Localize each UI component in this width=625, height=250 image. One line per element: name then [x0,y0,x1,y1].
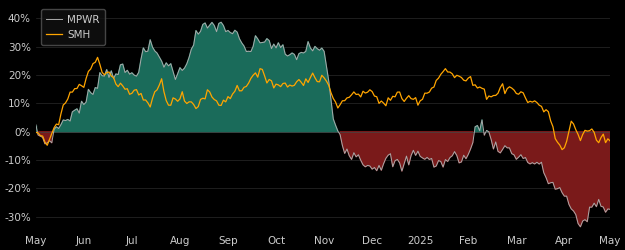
SMH [94,56,101,59]
SMH [558,148,566,151]
SMH [606,140,614,142]
SMH [32,131,39,134]
MPWR [32,123,39,126]
MPWR [606,208,614,211]
Legend: MPWR, SMH: MPWR, SMH [41,10,105,45]
MPWR [217,21,225,24]
Line: MPWR: MPWR [36,22,610,227]
Line: SMH: SMH [36,58,610,150]
MPWR [44,142,51,144]
SMH [44,144,51,147]
SMH [401,100,408,103]
SMH [490,94,498,97]
MPWR [204,26,211,30]
MPWR [577,225,584,228]
MPWR [401,162,408,165]
SMH [206,90,214,94]
MPWR [598,205,605,208]
MPWR [490,148,498,150]
SMH [437,73,444,76]
MPWR [437,160,444,163]
SMH [598,136,605,139]
